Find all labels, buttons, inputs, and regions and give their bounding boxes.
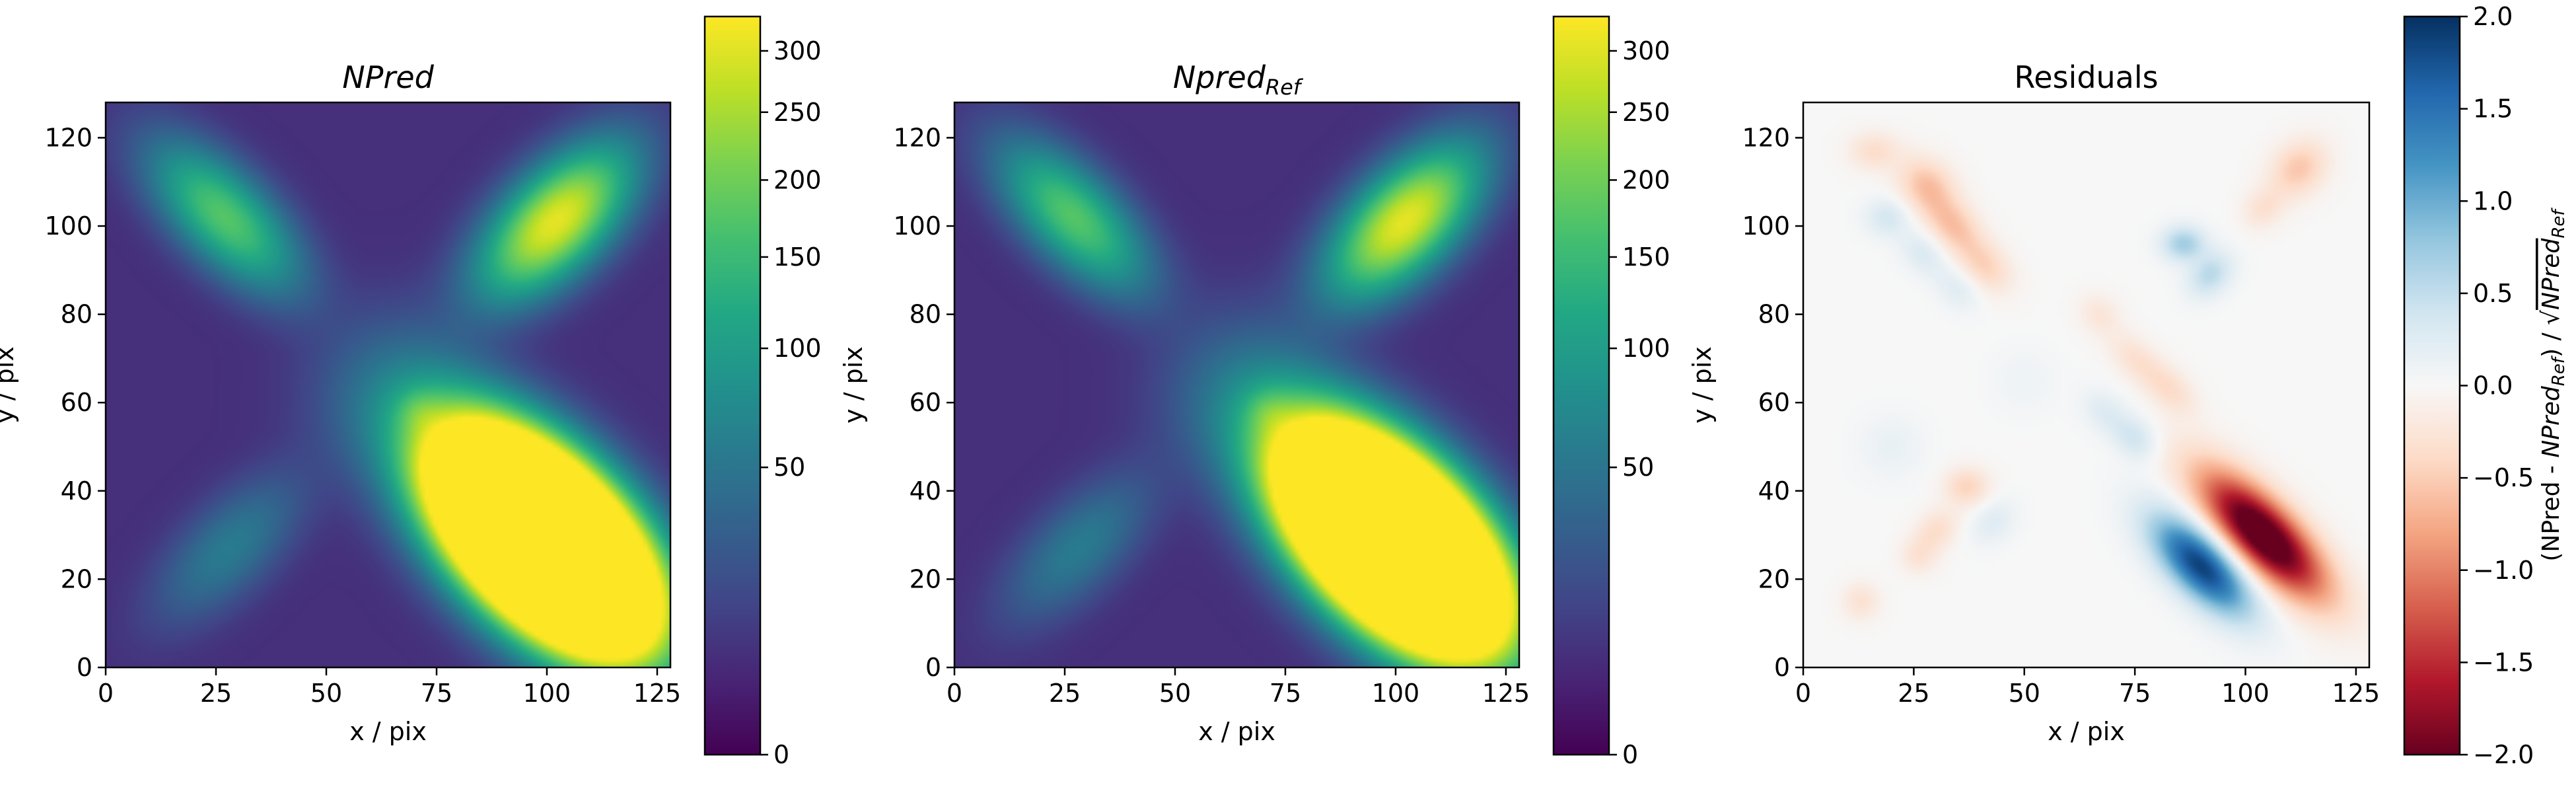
colorbar: −2.0 −1.5 −1.0 −0.5 0.0 0.5 1.0 1.5 2.0 (NPred - … xyxy=(2403,2,2569,769)
colorbar-tick-label: 200 xyxy=(773,165,822,194)
y-tick-label: 120 xyxy=(44,123,92,152)
x-tick-label: 125 xyxy=(1482,679,1530,708)
y-tick-label: 80 xyxy=(61,300,92,329)
x-tick-label: 100 xyxy=(1372,679,1420,708)
y-tick-label: 0 xyxy=(925,653,941,682)
plot-frame xyxy=(104,101,672,669)
colorbar-tick-label: 1.0 xyxy=(2473,186,2513,215)
x-tick-label: 50 xyxy=(310,679,342,708)
y-tick-label: 120 xyxy=(1742,123,1790,152)
colorbar-gradient xyxy=(1554,17,1609,755)
x-tick-label: 75 xyxy=(421,679,452,708)
x-tick-label: 125 xyxy=(2332,679,2380,708)
y-tick-label: 20 xyxy=(910,564,941,593)
colorbar-tick-label: 150 xyxy=(773,243,822,272)
y-tick-label: 60 xyxy=(61,388,92,417)
y-tick-label: 100 xyxy=(44,211,92,241)
colorbar-tick-label: −0.5 xyxy=(2473,463,2534,492)
y-tick-label: 40 xyxy=(1758,476,1790,506)
colorbar-tick-label: −1.5 xyxy=(2473,648,2534,677)
colorbar-gradient xyxy=(2404,17,2460,755)
y-tick-label: 20 xyxy=(61,564,92,593)
x-tick-label: 25 xyxy=(1049,679,1081,708)
colorbar-frame xyxy=(1552,15,1610,756)
y-tick-label: 40 xyxy=(61,476,92,506)
chart-title: NpredRef xyxy=(1173,59,1304,100)
colorbar-tick-label: 250 xyxy=(1622,98,1670,127)
x-axis-label: x / pix xyxy=(349,717,427,746)
x-tick-label: 125 xyxy=(633,679,682,708)
colorbar-tick-label: −2.0 xyxy=(2473,740,2534,769)
y-tick-label: 80 xyxy=(1758,300,1790,329)
heatmap-image xyxy=(1803,102,2369,667)
y-tick-label: 60 xyxy=(1758,388,1790,417)
x-tick-label: 0 xyxy=(1795,679,1811,708)
colorbar-frame xyxy=(703,15,762,756)
colorbar-tick-label: 200 xyxy=(1622,165,1670,194)
y-axis-label: y / pix xyxy=(839,346,868,424)
colorbar-tick-label: 150 xyxy=(1622,243,1670,272)
y-tick-label: 0 xyxy=(77,653,92,682)
x-tick-label: 0 xyxy=(98,679,114,708)
colorbar-tick-label: 100 xyxy=(1622,334,1670,363)
y-tick-label: 80 xyxy=(910,300,941,329)
colorbar-tick-label: 0 xyxy=(1622,740,1638,769)
panel-2: NpredRef 0 25 50 75 100 125 0 20 40 60 80 100 120 x / … xyxy=(839,15,1670,769)
heatmap-image xyxy=(954,102,1519,667)
y-tick-label: 100 xyxy=(1742,211,1790,241)
x-tick-label: 100 xyxy=(2221,679,2270,708)
y-axis-label: y / pix xyxy=(1688,346,1717,424)
colorbar-tick-label: 0 xyxy=(773,740,789,769)
x-tick-label: 50 xyxy=(2009,679,2040,708)
plot-frame xyxy=(1802,101,2371,669)
colorbar-tick-label: 1.5 xyxy=(2473,94,2513,124)
colorbar-tick-label: 50 xyxy=(773,453,805,482)
y-tick-label: 40 xyxy=(910,476,941,506)
colorbar-tick-label: 100 xyxy=(773,334,822,363)
x-axis-label: x / pix xyxy=(2048,717,2125,746)
colorbar-tick-label: 300 xyxy=(773,36,822,65)
colorbar-label: (NPred - NPredRef) / √NPredRef xyxy=(2538,208,2569,562)
x-tick-label: 75 xyxy=(2119,679,2151,708)
plot-frame xyxy=(953,101,1521,669)
colorbar-gradient xyxy=(705,17,760,755)
y-tick-label: 100 xyxy=(893,211,941,241)
y-tick-label: 0 xyxy=(1774,653,1790,682)
panel-1: NPred 0 25 50 75 100 125 0 20 40 60 80 100 120 x / pix… xyxy=(0,15,822,769)
colorbar-tick-label: 0.5 xyxy=(2473,279,2513,308)
colorbar-tick-label: 300 xyxy=(1622,36,1670,65)
y-tick-label: 20 xyxy=(1758,564,1790,593)
chart-title: NPred xyxy=(342,59,434,95)
x-tick-label: 25 xyxy=(1898,679,1929,708)
panel-3: Residuals 0 25 50 75 100 125 0 20 40 60 80 100 120 x /… xyxy=(1688,2,2569,769)
colorbar-tick-label: 250 xyxy=(773,98,822,127)
x-axis-label: x / pix xyxy=(1198,717,1275,746)
colorbar-tick-label: 50 xyxy=(1622,453,1654,482)
y-axis-label: y / pix xyxy=(0,346,19,424)
colorbar-tick-label: −1.0 xyxy=(2473,556,2534,585)
colorbar: 0 50 100 150 200 250 300 xyxy=(703,15,822,769)
chart-title: Residuals xyxy=(2014,59,2158,95)
x-tick-label: 50 xyxy=(1159,679,1191,708)
x-tick-label: 100 xyxy=(523,679,571,708)
colorbar: 0 50 100 150 200 250 300 xyxy=(1552,15,1670,769)
x-tick-label: 0 xyxy=(947,679,962,708)
colorbar-tick-label: 0.0 xyxy=(2473,371,2513,400)
y-tick-label: 60 xyxy=(910,388,941,417)
y-tick-label: 120 xyxy=(893,123,941,152)
x-tick-label: 75 xyxy=(1270,679,1301,708)
heatmap-image xyxy=(106,102,670,667)
colorbar-tick-label: 2.0 xyxy=(2473,2,2513,31)
x-tick-label: 25 xyxy=(200,679,232,708)
